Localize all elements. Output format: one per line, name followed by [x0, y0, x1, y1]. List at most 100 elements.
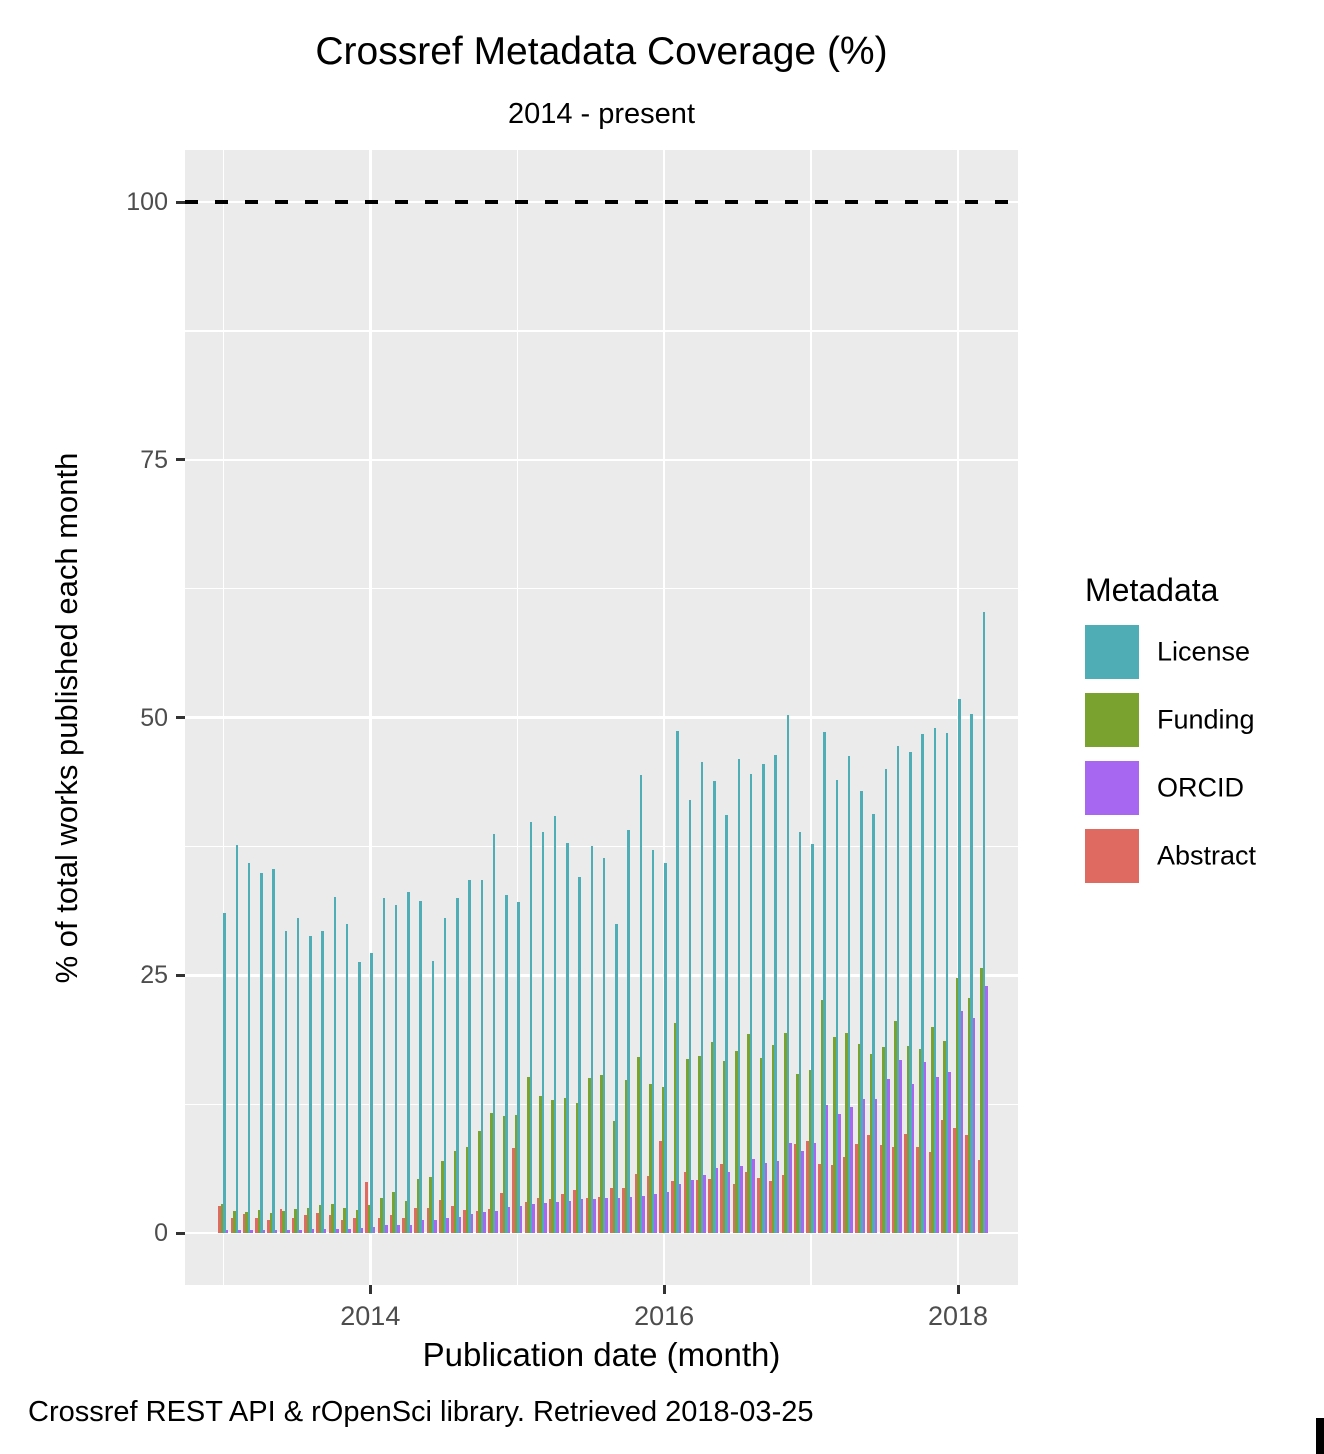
bar-funding-2014-12 [502, 1116, 505, 1233]
bar-orcid-2016-06 [727, 1172, 731, 1233]
bar-license-2014-11 [492, 834, 496, 1233]
y-tick-mark [176, 200, 185, 204]
bar-orcid-2018-01 [960, 1011, 964, 1233]
bar-abstract-2014-09 [463, 1210, 466, 1233]
legend-key-license: License [1085, 625, 1320, 679]
bar-license-2015-12 [651, 850, 655, 1233]
bar-funding-2016-02 [673, 1022, 677, 1233]
bar-funding-2014-06 [429, 1177, 432, 1233]
bar-orcid-2015-05 [568, 1201, 572, 1233]
bar-orcid-2014-11 [495, 1211, 498, 1233]
x-axis-title: Publication date (month) [422, 1336, 781, 1373]
bar-funding-2017-01 [808, 1070, 812, 1233]
bar-orcid-2015-10 [629, 1196, 633, 1233]
bar-funding-2016-10 [771, 1045, 775, 1233]
legend-key-funding: Funding [1085, 693, 1320, 747]
bar-abstract-2018-01 [953, 1127, 956, 1233]
bar-abstract-2014-07 [438, 1200, 442, 1233]
y-tick-mark [176, 458, 185, 462]
legend-title: Metadata [1085, 572, 1219, 608]
bar-abstract-2015-09 [610, 1187, 613, 1233]
bar-license-2013-12 [358, 961, 361, 1233]
y-tick-mark [176, 1231, 185, 1235]
bar-abstract-2017-02 [818, 1163, 821, 1233]
bar-license-2016-06 [725, 815, 728, 1233]
bar-orcid-2016-10 [776, 1160, 780, 1233]
bar-abstract-2016-09 [757, 1178, 760, 1233]
bar-license-2014-12 [505, 894, 508, 1233]
bar-funding-2014-11 [490, 1113, 493, 1233]
bar-orcid-2016-11 [789, 1143, 792, 1233]
bar-license-2013-01 [223, 913, 226, 1233]
bar-orcid-2016-04 [703, 1175, 706, 1233]
bar-license-2014-05 [419, 901, 422, 1233]
gridline-minor-h [185, 588, 1018, 590]
gridline-major-h [185, 974, 1018, 977]
bar-funding-2016-05 [710, 1042, 714, 1233]
bar-funding-2014-02 [380, 1197, 383, 1233]
bar-abstract-2017-05 [855, 1144, 858, 1233]
bar-orcid-2014-03 [397, 1224, 400, 1233]
bar-funding-2015-03 [539, 1095, 542, 1233]
bar-abstract-2016-05 [708, 1179, 711, 1233]
bar-abstract-2017-04 [842, 1156, 846, 1233]
gridline-minor-v [810, 150, 812, 1285]
bar-license-2015-10 [627, 829, 630, 1233]
bar-orcid-2015-07 [593, 1198, 596, 1233]
bar-license-2017-05 [860, 790, 863, 1233]
bar-abstract-2016-08 [744, 1172, 748, 1233]
y-axis-title: % of total works published each month [49, 452, 84, 984]
bar-license-2015-04 [553, 816, 557, 1233]
legend-swatch-license [1085, 625, 1139, 679]
bar-orcid-2015-11 [642, 1195, 645, 1233]
bar-abstract-2015-01 [512, 1148, 515, 1233]
bar-license-2016-08 [749, 774, 753, 1233]
bar-license-2016-04 [700, 761, 704, 1233]
bar-license-2018-01 [958, 698, 961, 1233]
bar-license-2018-03 [982, 612, 986, 1233]
bar-abstract-2016-12 [793, 1144, 797, 1233]
bar-abstract-2013-07 [291, 1217, 295, 1233]
bar-orcid-2013-08 [311, 1228, 315, 1233]
legend-label-orcid: ORCID [1157, 772, 1244, 803]
bar-orcid-2016-07 [740, 1165, 743, 1233]
bar-abstract-2017-03 [830, 1164, 834, 1233]
bar-funding-2014-03 [392, 1191, 395, 1233]
bar-orcid-2014-02 [385, 1224, 388, 1233]
bar-orcid-2014-07 [446, 1217, 449, 1233]
bar-funding-2015-04 [551, 1100, 554, 1233]
bar-funding-2017-10 [918, 1049, 922, 1233]
bar-orcid-2015-06 [580, 1198, 584, 1233]
bar-orcid-2017-12 [948, 1072, 951, 1233]
bar-abstract-2015-06 [573, 1189, 576, 1233]
bar-funding-2018-03 [980, 968, 983, 1233]
bar-funding-2017-04 [845, 1032, 848, 1233]
bar-abstract-2014-10 [475, 1211, 479, 1233]
bar-orcid-2016-12 [801, 1150, 804, 1233]
bar-funding-2016-07 [735, 1050, 738, 1233]
bar-license-2014-10 [480, 880, 484, 1233]
bar-license-2014-03 [394, 905, 398, 1233]
bar-license-2013-05 [272, 869, 275, 1233]
legend: Metadata License Funding ORCID Abstract [1085, 572, 1320, 897]
reference-line-100 [185, 200, 1018, 204]
bar-abstract-2017-07 [879, 1145, 883, 1233]
bar-orcid-2013-11 [348, 1228, 351, 1233]
bar-funding-2015-10 [624, 1080, 628, 1233]
bar-abstract-2015-10 [622, 1187, 625, 1233]
bar-funding-2014-07 [441, 1160, 444, 1233]
bar-license-2017-10 [921, 733, 924, 1233]
bar-orcid-2013-01 [225, 1229, 229, 1233]
bar-abstract-2013-04 [255, 1217, 258, 1233]
bar-orcid-2013-06 [287, 1229, 290, 1233]
bar-orcid-2017-10 [923, 1061, 927, 1233]
y-tick-mark [176, 973, 185, 977]
bar-abstract-2015-05 [561, 1193, 564, 1233]
gridline-major-h [185, 1231, 1018, 1235]
bar-orcid-2015-03 [544, 1203, 547, 1233]
bar-abstract-2017-12 [940, 1119, 944, 1233]
bar-funding-2013-01 [220, 1204, 224, 1233]
bar-funding-2016-08 [747, 1034, 750, 1233]
gridline-minor-h [185, 330, 1018, 332]
